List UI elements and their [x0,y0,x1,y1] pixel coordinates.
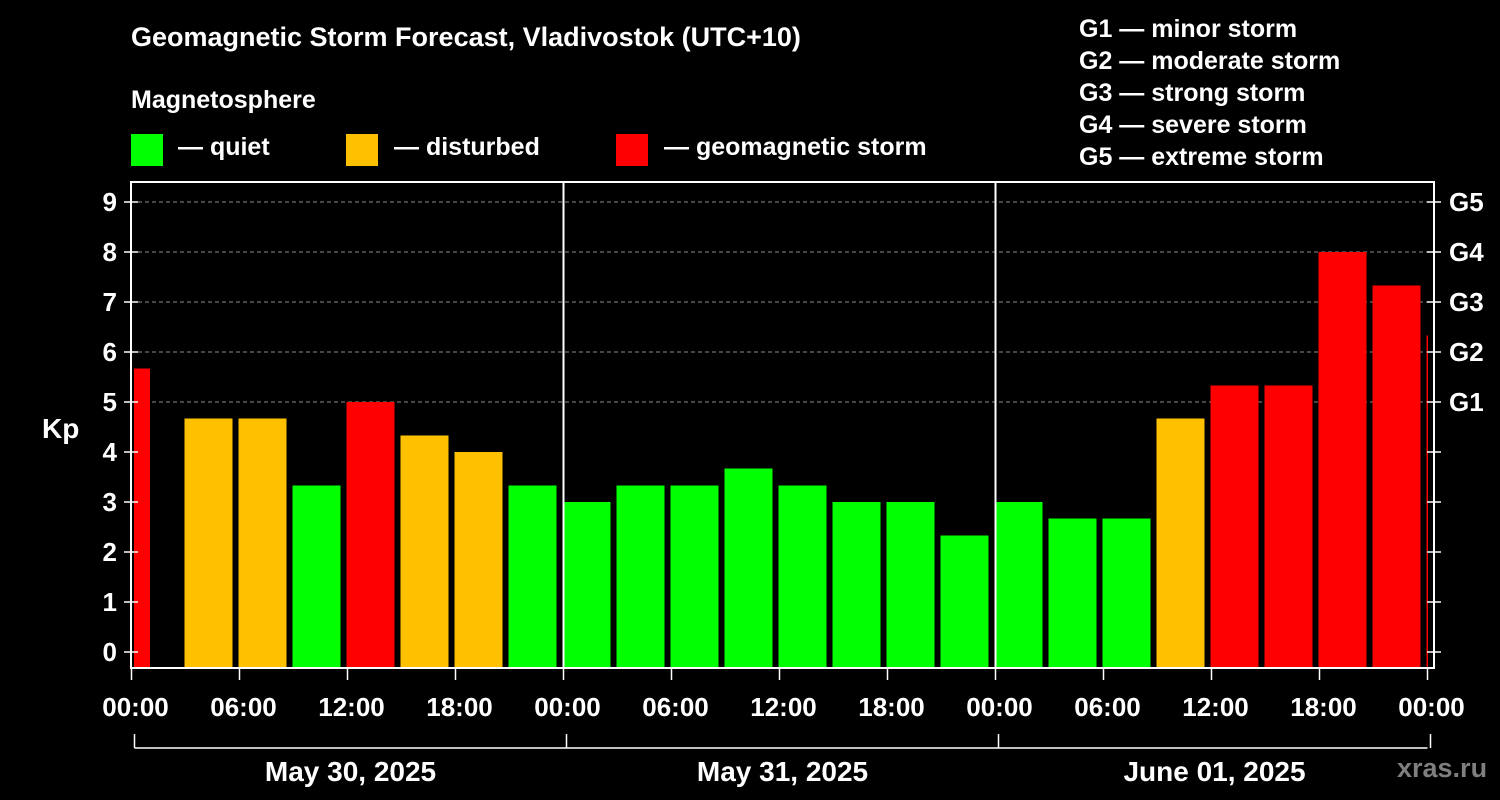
plot-frame [130,181,1435,669]
y-tick-label: 3 [103,487,117,517]
kp-bar [1318,252,1367,668]
g-scale-g1: G1 — minor storm [1079,15,1298,43]
x-tick-label: 00:00 [966,692,1033,722]
y-tick-label: 8 [103,237,117,267]
x-tick-label: 18:00 [858,692,925,722]
kp-bar [184,418,233,668]
chart-title: Geomagnetic Storm Forecast, Vladivostok … [131,22,801,52]
kp-bar [1372,285,1421,668]
kp-bar [1156,418,1205,668]
kp-bar [346,402,395,668]
x-tick-label: 00:00 [534,692,601,722]
y-tick-label: 9 [103,187,117,217]
g-scale-g3: G3 — strong storm [1079,79,1306,107]
x-tick-label: 00:00 [1398,692,1465,722]
g-tick-label: G5 [1449,187,1484,217]
kp-bar [940,535,989,668]
x-tick-label: 12:00 [750,692,817,722]
x-tick-label: 06:00 [210,692,277,722]
kp-bar [886,502,935,668]
y-axis-label: Kp [42,413,79,444]
g-scale-g2: G2 — moderate storm [1079,47,1341,75]
legend-label-disturbed: — disturbed [394,133,540,161]
x-tick-label: 00:00 [102,692,169,722]
g-tick-label: G3 [1449,287,1484,317]
kp-bar [454,452,503,668]
kp-bar [1048,518,1097,668]
x-tick-label: 18:00 [426,692,493,722]
g-tick-label: G1 [1449,387,1484,417]
g-tick-label: G4 [1449,237,1484,267]
y-tick-label: 7 [103,287,117,317]
day-label: May 30, 2025 [265,756,436,787]
legend-swatch-storm [616,134,648,166]
day-label: June 01, 2025 [1123,756,1305,787]
kp-bar [724,468,773,668]
legend-label-storm: — geomagnetic storm [664,133,927,161]
kp-bar [1210,385,1259,668]
kp-bar [832,502,881,668]
x-tick-label: 18:00 [1290,692,1357,722]
g-scale-g4: G4 — severe storm [1079,111,1307,139]
kp-bar [994,502,1043,668]
y-tick-label: 4 [103,437,118,467]
kp-bar [562,502,611,668]
legend-swatch-quiet [131,134,163,166]
kp-bar [1102,518,1151,668]
x-tick-label: 12:00 [1182,692,1249,722]
day-label: May 31, 2025 [697,756,868,787]
y-tick-label: 1 [103,587,117,617]
kp-bar [1264,385,1313,668]
x-tick-label: 06:00 [642,692,709,722]
g-tick-label: G2 [1449,337,1484,367]
kp-bar [400,435,449,668]
kp-bar [616,485,665,668]
watermark: xras.ru [1397,753,1488,783]
legend-swatch-disturbed [346,134,378,166]
kp-bar [508,485,557,668]
kp-bar [238,418,287,668]
x-tick-label: 12:00 [318,692,385,722]
kp-bar [134,368,150,668]
x-tick-label: 06:00 [1074,692,1141,722]
y-tick-label: 0 [103,637,117,667]
legend-label-quiet: — quiet [178,133,270,161]
kp-bar [292,485,341,668]
legend-heading: Magnetosphere [131,86,316,114]
g-scale-g5: G5 — extreme storm [1079,143,1324,171]
y-tick-label: 2 [103,537,117,567]
kp-bar [778,485,827,668]
y-tick-label: 6 [103,337,117,367]
y-tick-label: 5 [103,387,117,417]
kp-bar [670,485,719,668]
